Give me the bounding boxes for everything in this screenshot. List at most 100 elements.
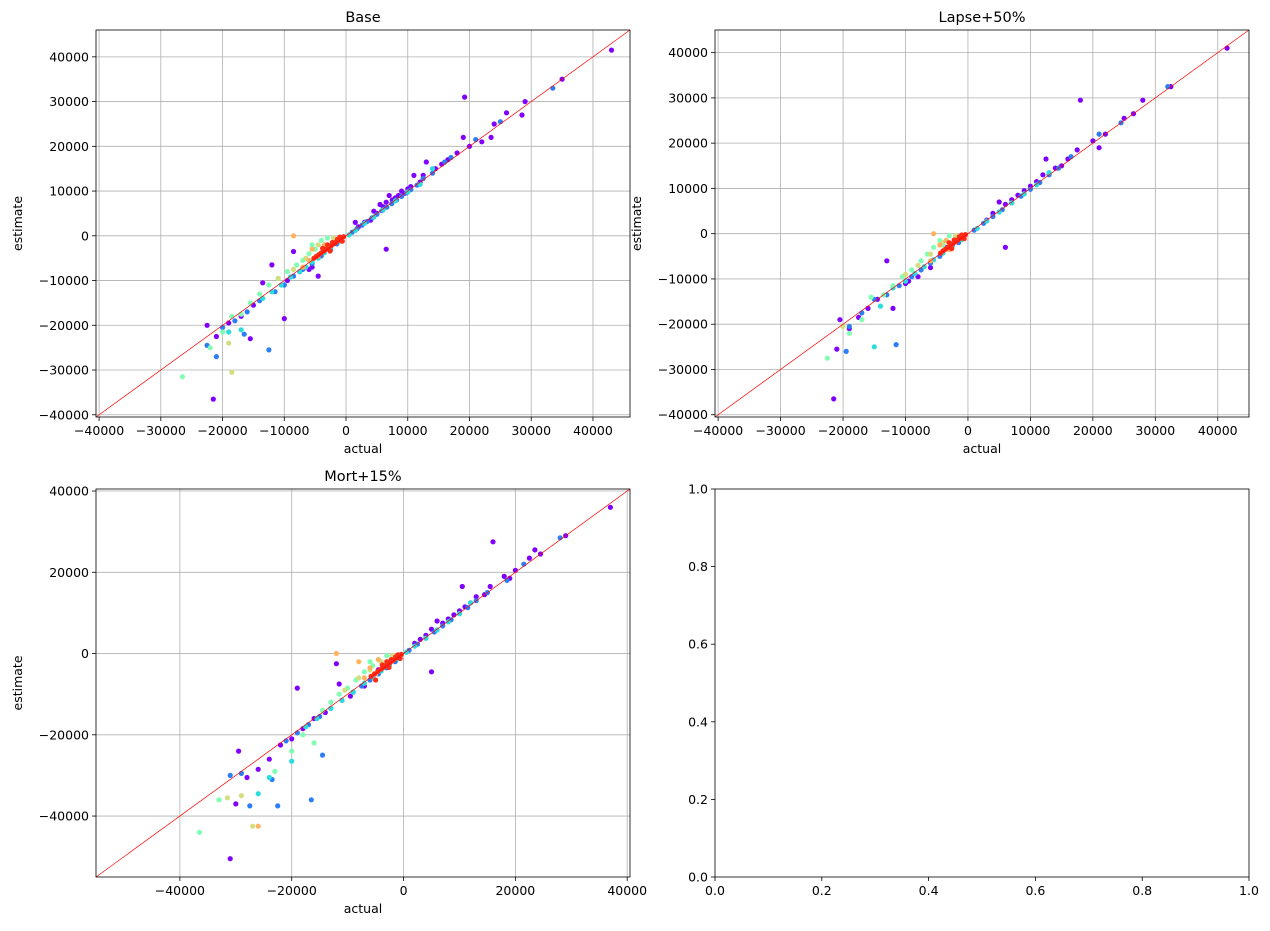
scatter-point: [428, 669, 435, 675]
scatter-point: [951, 237, 957, 243]
scatter-point: [918, 258, 924, 264]
scatter-point: [318, 237, 324, 243]
grid: [715, 30, 1249, 417]
scatter-point: [227, 856, 233, 862]
scatter-points: [196, 504, 614, 862]
scatter-point: [386, 192, 392, 199]
scatter-point: [336, 691, 342, 697]
chart-title: Mort+15%: [324, 469, 401, 485]
axes-frame: [714, 29, 1250, 418]
scatter-point: [837, 317, 843, 323]
scatter-point: [532, 547, 538, 553]
scatter-point: [921, 264, 927, 270]
scatter-point: [207, 345, 213, 351]
scatter-point: [227, 772, 233, 779]
scatter-point: [266, 774, 272, 781]
scatter-point: [417, 181, 423, 187]
scatter-point: [375, 657, 381, 663]
scatter-point: [383, 199, 389, 205]
scatter-point: [915, 262, 921, 268]
scatter-point: [859, 317, 865, 323]
scatter-point: [1096, 145, 1102, 151]
y-tick-label: 0.8: [688, 559, 708, 574]
y-tick-label: 40000: [49, 49, 89, 64]
scatter-point: [290, 233, 297, 239]
x-tick-label: 20000: [450, 423, 490, 438]
scatter-point: [824, 355, 831, 361]
scatter-point: [990, 213, 996, 220]
scatter-point: [260, 280, 266, 286]
scatter-point: [522, 99, 528, 105]
scatter-point: [210, 396, 216, 402]
x-tick-label: 20000: [1073, 423, 1113, 438]
scatter-point: [373, 677, 379, 683]
x-tick-label: 20000: [495, 883, 535, 898]
scatter-point: [1043, 156, 1049, 162]
scatter-point: [238, 311, 244, 317]
subplot-4: 0.0 0.2 0.4 0.6 0.8 1.0 0.0 0.2 0.4 0.6 0.8 1.0: [688, 482, 1259, 899]
y-tick-label: 40000: [668, 45, 708, 60]
scatter-point: [371, 214, 377, 220]
scatter-point: [1074, 147, 1080, 153]
scatter-point: [289, 748, 295, 754]
scatter-point: [890, 283, 896, 289]
x-tick-label: −20000: [197, 423, 247, 438]
scatter-point: [503, 110, 510, 116]
scatter-point: [526, 555, 533, 561]
scatter-point: [931, 231, 937, 237]
scatter-point: [266, 756, 272, 762]
scatter-point: [501, 573, 507, 580]
x-tick-label: −40000: [74, 423, 124, 438]
y-tick-label: 10000: [668, 181, 708, 196]
scatter-point: [915, 274, 921, 280]
scatter-point: [275, 275, 281, 281]
scatter-point: [311, 255, 317, 261]
scatter-point: [255, 766, 261, 772]
x-axis-label: actual: [963, 441, 1002, 456]
scatter-point: [361, 669, 367, 675]
scatter-point: [380, 207, 386, 213]
scatter-point: [320, 245, 326, 251]
y-tick-label: −20000: [39, 318, 89, 333]
scatter-point: [294, 262, 300, 268]
subplot-3: −40000 −20000 0 20000 40000 −40000 −20000 0 2000…: [10, 469, 647, 916]
scatter-point: [890, 305, 896, 311]
scatter-point: [367, 665, 373, 671]
y-tick-label: 0.6: [688, 637, 708, 652]
scatter-point: [893, 342, 899, 348]
x-tick-label: 0.4: [919, 883, 939, 898]
scatter-point: [342, 687, 348, 693]
scatter-point: [984, 218, 990, 224]
x-tick-label: −10000: [880, 423, 930, 438]
x-tick-label: 30000: [1135, 423, 1175, 438]
scatter-point: [333, 650, 339, 657]
y-tick-label: 20000: [49, 139, 89, 154]
y-tick-label: 30000: [49, 94, 89, 109]
scatter-point: [290, 248, 297, 255]
scatter-point: [224, 795, 230, 801]
scatter-point: [1021, 191, 1027, 197]
scatter-point: [328, 699, 334, 705]
x-tick-label: 30000: [511, 423, 551, 438]
scatter-point: [229, 313, 235, 319]
scatter-point: [423, 635, 429, 641]
scatter-point: [300, 732, 306, 738]
scatter-point: [309, 242, 315, 248]
y-tick-label: 10000: [49, 184, 89, 199]
scatter-point: [1040, 172, 1046, 178]
scatter-point: [379, 662, 385, 668]
scatter-point: [226, 329, 232, 335]
scatter-point: [1140, 97, 1146, 103]
scatter-point: [834, 346, 840, 352]
x-tick-label: 0.6: [1025, 883, 1045, 898]
scatter-point: [884, 258, 890, 264]
x-tick-label: 10000: [1011, 423, 1051, 438]
scatter-point: [462, 94, 468, 100]
scatter-point: [250, 823, 256, 829]
y-tick-label: −30000: [39, 363, 89, 378]
scatter-point: [368, 673, 374, 679]
scatter-point: [333, 661, 339, 667]
scatter-point: [290, 266, 297, 272]
scatter-point: [440, 623, 446, 629]
